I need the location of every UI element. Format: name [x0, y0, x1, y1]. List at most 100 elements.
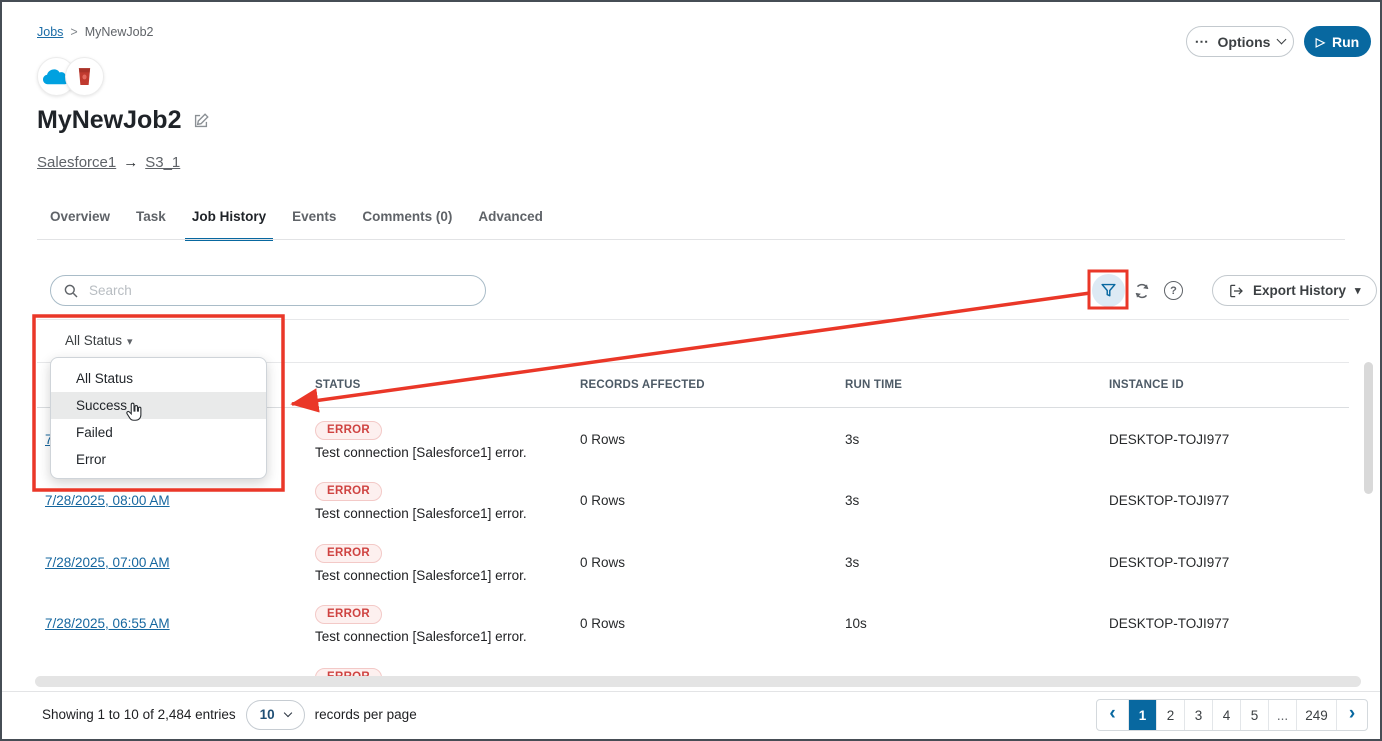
filter-icon: [1101, 283, 1116, 297]
column-header-status[interactable]: STATUS: [315, 379, 361, 391]
run-date-link[interactable]: 7/28/2025, 06:55 AM: [45, 616, 170, 631]
run-button-label: Run: [1332, 33, 1360, 50]
breadcrumb: Jobs > MyNewJob2: [37, 25, 154, 39]
records-per-page-label: records per page: [314, 707, 417, 722]
column-header-instance[interactable]: INSTANCE ID: [1109, 379, 1184, 391]
run-date-link[interactable]: 7/28/2025, 08:00 AM: [45, 493, 170, 508]
status-badge: ERROR: [315, 482, 383, 501]
showing-entries-text: Showing 1 to 10 of 2,484 entries: [42, 707, 236, 722]
prev-page-button[interactable]: ‹: [1109, 702, 1116, 724]
help-button[interactable]: ?: [1164, 281, 1183, 300]
tab-events[interactable]: Events: [292, 209, 337, 224]
source-connection-link[interactable]: Salesforce1: [37, 154, 117, 171]
pagination: ‹ 1 2 3 4 5 ... 249 ›: [1096, 699, 1368, 731]
page-button-1[interactable]: 1: [1128, 700, 1156, 730]
status-message: Test connection [Salesforce1] error.: [315, 445, 527, 460]
page-button-3[interactable]: 3: [1184, 700, 1212, 730]
chevron-down-icon: ▾: [127, 336, 133, 348]
tab-divider: [37, 239, 1345, 240]
breadcrumb-current: MyNewJob2: [84, 25, 154, 39]
column-header-records[interactable]: RECORDS AFFECTED: [580, 379, 705, 391]
run-time: 3s: [845, 432, 860, 447]
chevron-down-icon: [283, 708, 292, 717]
menu-item-all-status[interactable]: All Status: [76, 371, 134, 386]
hand-cursor-icon: [126, 402, 142, 421]
search-input[interactable]: [89, 283, 473, 298]
menu-item-success[interactable]: Success: [51, 392, 266, 419]
search-icon: [64, 284, 78, 298]
target-connection-link[interactable]: S3_1: [145, 154, 181, 171]
options-button-label: Options: [1217, 33, 1271, 50]
menu-item-failed[interactable]: Failed: [76, 425, 113, 440]
tab-advanced[interactable]: Advanced: [478, 209, 543, 224]
table-header-divider: [37, 407, 1349, 408]
footer-divider: [2, 691, 1380, 692]
export-icon: [1230, 284, 1243, 297]
tab-task[interactable]: Task: [136, 209, 166, 224]
next-page-button[interactable]: ›: [1336, 700, 1367, 730]
status-badge: ERROR: [315, 421, 383, 440]
run-button[interactable]: ▷ Run: [1304, 26, 1371, 57]
table-row: 7/28/2025, 06:55 AM ERROR Test connectio…: [2, 591, 1380, 652]
page-button-2[interactable]: 2: [1156, 700, 1184, 730]
page-button-5[interactable]: 5: [1240, 700, 1268, 730]
page-size-value: 10: [259, 707, 275, 722]
run-date-link[interactable]: 7/28/2025, 07:00 AM: [45, 555, 170, 570]
instance-id: DESKTOP-TOJI977: [1109, 493, 1230, 508]
filter-button[interactable]: [1092, 274, 1125, 307]
divider: [37, 319, 1349, 320]
page-size-select[interactable]: 10: [245, 699, 305, 730]
export-history-label: Export History: [1253, 283, 1347, 298]
run-time: 3s: [845, 555, 860, 570]
status-message: Test connection [Salesforce1] error.: [315, 568, 527, 583]
records-affected: 0 Rows: [580, 616, 626, 631]
tab-comments[interactable]: Comments (0): [362, 209, 453, 224]
column-header-runtime[interactable]: RUN TIME: [845, 379, 903, 391]
run-time: 10s: [845, 616, 867, 631]
run-time: 3s: [845, 493, 860, 508]
status-filter-trigger[interactable]: All Status ▾: [65, 333, 133, 348]
status-message: Test connection [Salesforce1] error.: [315, 506, 527, 521]
status-badge: ERROR: [315, 544, 383, 563]
status-badge: ERROR: [315, 605, 383, 624]
s3-icon: [65, 57, 104, 96]
instance-id: DESKTOP-TOJI977: [1109, 616, 1230, 631]
edit-icon[interactable]: [192, 112, 210, 130]
tab-bar: Overview Task Job History Events Comment…: [37, 209, 556, 241]
horizontal-scrollbar[interactable]: [35, 676, 1361, 687]
play-icon: ▷: [1315, 34, 1325, 49]
vertical-scrollbar[interactable]: [1364, 362, 1373, 494]
tab-job-history[interactable]: Job History: [179, 209, 279, 241]
export-history-button[interactable]: Export History ▾: [1212, 275, 1377, 306]
refresh-button[interactable]: [1131, 280, 1153, 302]
page-title: MyNewJob2: [37, 106, 182, 134]
search-box: [50, 275, 486, 306]
table-row: 7 ERROR Test connection [Salesforce1] er…: [2, 407, 1380, 468]
menu-item-error[interactable]: Error: [76, 452, 106, 467]
route-arrow: →: [123, 154, 139, 171]
breadcrumb-separator: >: [70, 25, 78, 39]
help-icon: ?: [1170, 284, 1177, 297]
refresh-icon: [1135, 283, 1149, 299]
instance-id: DESKTOP-TOJI977: [1109, 432, 1230, 447]
page-button-249[interactable]: 249: [1296, 700, 1336, 730]
tab-overview[interactable]: Overview: [50, 209, 111, 224]
breadcrumb-jobs-link[interactable]: Jobs: [37, 25, 64, 39]
table-row: 7/28/2025, 08:00 AM ERROR Test connectio…: [2, 468, 1380, 529]
status-filter-label: All Status: [65, 333, 123, 348]
table-row: 7/28/2025, 07:00 AM ERROR Test connectio…: [2, 530, 1380, 591]
records-affected: 0 Rows: [580, 555, 626, 570]
chevron-down-icon: ▾: [1355, 285, 1361, 297]
status-filter-menu: All Status Success Failed Error: [50, 357, 267, 479]
status-message: Test connection [Salesforce1] error.: [315, 629, 527, 644]
page-button-4[interactable]: 4: [1212, 700, 1240, 730]
page-ellipsis: ...: [1268, 700, 1296, 730]
instance-id: DESKTOP-TOJI977: [1109, 555, 1230, 570]
chevron-down-icon: [1276, 34, 1287, 45]
records-affected: 0 Rows: [580, 432, 626, 447]
ellipsis-icon: ⋯: [1194, 33, 1210, 49]
options-button[interactable]: ⋯ Options: [1186, 26, 1294, 57]
connection-route: Salesforce1 → S3_1: [37, 154, 180, 171]
records-affected: 0 Rows: [580, 493, 626, 508]
